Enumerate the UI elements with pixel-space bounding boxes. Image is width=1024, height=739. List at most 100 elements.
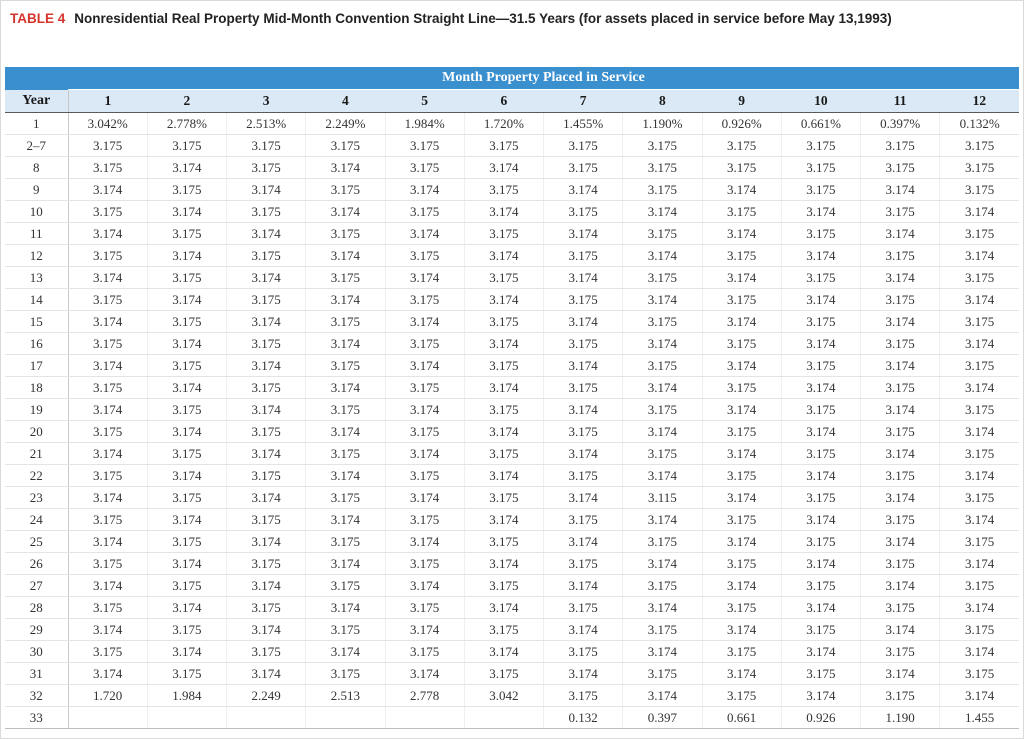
rate-cell: 3.175 xyxy=(859,332,940,355)
rate-cell: 3.175 xyxy=(780,266,861,289)
rate-cell: 3.174 xyxy=(859,486,940,509)
rate-cell: 3.175 xyxy=(305,222,385,245)
rate-cell: 3.174 xyxy=(225,618,306,641)
rate-cell: 3.174 xyxy=(463,596,544,619)
rate-cell: 3.175 xyxy=(780,618,861,641)
rate-cell: 3.175 xyxy=(463,662,544,685)
rate-cell: 1.720 xyxy=(67,684,148,707)
rate-cell: 3.175 xyxy=(859,156,940,179)
table-row: 20 3.175 3.174 3.175 3.174 3.175 3.174 3.175 3.1… xyxy=(5,420,1020,443)
rate-cell: 3.175 xyxy=(780,354,861,377)
rate-cell: 3.174 xyxy=(859,574,940,597)
rate-cell: 3.174 xyxy=(225,310,306,333)
table-row: 14 3.175 3.174 3.175 3.174 3.175 3.174 3.175 3.1… xyxy=(5,288,1020,311)
rate-cell: 3.174 xyxy=(701,486,782,509)
rate-cell: 3.175 xyxy=(701,376,782,399)
year-cell: 23 xyxy=(5,486,69,509)
rate-cell: 3.174 xyxy=(939,508,1020,531)
rate-cell: 3.175 xyxy=(780,442,861,465)
rate-cell: 1.455 xyxy=(939,706,1020,729)
rate-cell: 3.175 xyxy=(67,552,148,575)
rate-cell: 3.174 xyxy=(146,552,227,575)
year-cell: 31 xyxy=(5,662,69,685)
rate-cell: 3.175 xyxy=(305,398,385,421)
rate-cell: 3.175 xyxy=(939,310,1020,333)
table-row: 10 3.175 3.174 3.175 3.174 3.175 3.174 3.175 3.1… xyxy=(5,200,1020,223)
rate-cell: 3.174 xyxy=(701,398,782,421)
rate-cell: 3.175 xyxy=(463,134,544,157)
table-row: 13 3.174 3.175 3.174 3.175 3.174 3.175 3.174 3.1… xyxy=(5,266,1020,289)
rate-cell: 3.174 xyxy=(67,266,148,289)
rate-cell: 3.175 xyxy=(622,266,702,289)
rate-cell: 3.174 xyxy=(67,618,148,641)
rate-cell: 3.175 xyxy=(384,508,465,531)
rate-cell: 3.174 xyxy=(146,288,227,311)
rate-cell: 3.175 xyxy=(701,552,782,575)
rate-cell: 3.175 xyxy=(225,200,306,223)
rate-cell: 3.174 xyxy=(622,552,702,575)
table-number-label: TABLE 4 xyxy=(10,11,66,26)
rate-cell: 3.174 xyxy=(67,222,148,245)
rate-cell: 3.175 xyxy=(542,376,623,399)
rate-cell: 3.174 xyxy=(384,398,465,421)
rate-cell: 1.190% xyxy=(622,112,702,135)
rate-cell: 3.175 xyxy=(305,354,385,377)
rate-cell: 3.174 xyxy=(542,574,623,597)
rate-cell: 3.174 xyxy=(384,442,465,465)
rate-cell: 3.174 xyxy=(146,376,227,399)
rate-cell: 3.174 xyxy=(542,222,623,245)
rate-cell: 3.175 xyxy=(859,508,940,531)
rate-cell: 3.174 xyxy=(542,310,623,333)
rate-cell: 3.174 xyxy=(622,332,702,355)
rate-cell: 3.174 xyxy=(384,354,465,377)
rate-cell: 3.175 xyxy=(225,596,306,619)
rate-cell: 3.174 xyxy=(780,376,861,399)
rate-cell: 3.174 xyxy=(622,508,702,531)
rate-cell: 3.174 xyxy=(939,200,1020,223)
rate-cell: 3.174 xyxy=(780,332,861,355)
table-row: 18 3.175 3.174 3.175 3.174 3.175 3.174 3.175 3.1… xyxy=(5,376,1020,399)
rate-cell: 3.175 xyxy=(384,464,465,487)
rate-cell: 1.455% xyxy=(542,112,623,135)
rate-cell: 3.175 xyxy=(225,156,306,179)
year-cell: 21 xyxy=(5,442,69,465)
rate-cell: 3.174 xyxy=(67,398,148,421)
rate-cell: 3.174 xyxy=(463,376,544,399)
rate-cell: 3.174 xyxy=(780,640,861,663)
rate-cell: 3.175 xyxy=(384,640,465,663)
rate-cell: 3.175 xyxy=(305,618,385,641)
table-row: 28 3.175 3.174 3.175 3.174 3.175 3.174 3.175 3.1… xyxy=(5,596,1020,619)
rate-cell: 3.174 xyxy=(305,596,385,619)
month-column-header: 12 xyxy=(939,89,1020,113)
rate-cell: 3.175 xyxy=(225,552,306,575)
rate-cell xyxy=(305,706,385,729)
rate-cell: 3.175 xyxy=(542,684,623,707)
year-cell: 12 xyxy=(5,244,69,267)
rate-cell: 3.174 xyxy=(384,310,465,333)
rate-cell: 3.175 xyxy=(701,684,782,707)
rate-cell: 3.175 xyxy=(939,618,1020,641)
rate-cell: 3.175 xyxy=(542,596,623,619)
rate-cell: 2.778% xyxy=(146,112,227,135)
rate-cell: 3.174 xyxy=(67,574,148,597)
rate-cell: 3.175 xyxy=(622,156,702,179)
rate-cell: 3.175 xyxy=(701,332,782,355)
rate-cell: 3.174 xyxy=(305,156,385,179)
year-cell: 9 xyxy=(5,178,69,201)
table-row: 16 3.175 3.174 3.175 3.174 3.175 3.174 3.175 3.1… xyxy=(5,332,1020,355)
rate-cell: 3.175 xyxy=(701,420,782,443)
rate-cell: 3.174 xyxy=(146,640,227,663)
group-header: Month Property Placed in Service xyxy=(68,67,1020,90)
rate-cell: 3.175 xyxy=(146,574,227,597)
year-cell: 15 xyxy=(5,310,69,333)
rate-cell: 3.175 xyxy=(542,200,623,223)
rate-cell: 3.175 xyxy=(67,134,148,157)
year-cell: 24 xyxy=(5,508,69,531)
table-row: 2–7 3.175 3.175 3.175 3.175 3.175 3.175 3.175 3.… xyxy=(5,134,1020,157)
rate-cell: 3.175 xyxy=(305,178,385,201)
rate-cell: 3.174 xyxy=(384,178,465,201)
rate-cell: 3.175 xyxy=(384,596,465,619)
rate-cell: 3.175 xyxy=(780,662,861,685)
rate-cell: 3.174 xyxy=(146,508,227,531)
rate-cell: 3.174 xyxy=(939,288,1020,311)
